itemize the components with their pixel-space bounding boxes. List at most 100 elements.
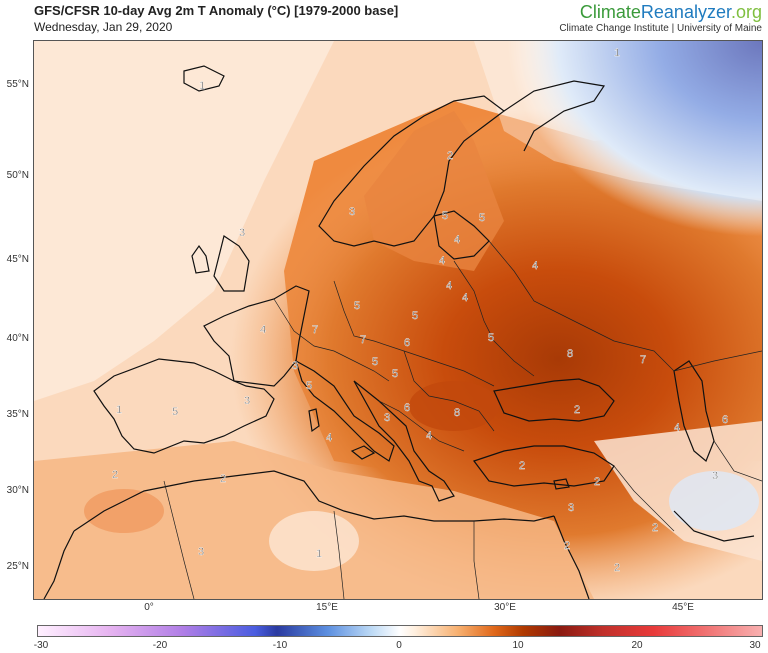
border-north-africa — [163, 480, 195, 599]
coastline-black-sea — [493, 378, 615, 422]
colorbar-tick: 30 — [749, 640, 761, 651]
algeria-warm — [84, 489, 164, 533]
contour-label: 1 — [316, 548, 322, 560]
contour-label: 2 — [614, 562, 620, 574]
lat-label-25: 25°N — [6, 561, 29, 572]
contour-label: 5 — [354, 300, 360, 312]
lon-label-30e: 30°E — [494, 602, 516, 613]
contour-label: 4 — [439, 255, 445, 267]
contour-label: 5 — [306, 380, 312, 392]
contour-label: 2 — [220, 473, 226, 485]
contour-label: 5 — [392, 368, 398, 380]
lon-label-15e: 15°E — [316, 602, 338, 613]
colorbar-tick: -30 — [33, 640, 49, 651]
contour-label: 1 — [614, 47, 620, 59]
brand-logo[interactable]: ClimateReanalyzer.org — [579, 2, 762, 22]
border-southeast — [403, 350, 495, 432]
contour-label: 2 — [564, 540, 570, 552]
border-russia — [488, 240, 675, 372]
coastline-balkans — [353, 380, 455, 502]
border-libya — [333, 510, 345, 599]
coastline-britain — [213, 235, 250, 292]
coastline-anatolia — [473, 445, 615, 487]
contour-label: 2 — [574, 404, 580, 416]
contour-label: 3 — [712, 470, 718, 482]
coastline-west-africa — [43, 530, 75, 599]
colorbar-tick: -20 — [152, 640, 168, 651]
contour-label: 4 — [326, 432, 332, 444]
contour-label: 3 — [292, 360, 298, 372]
coastline-north-africa — [73, 470, 555, 532]
lat-label-55: 55°N — [6, 79, 29, 90]
border-middle-east — [613, 465, 675, 532]
coastline-france — [203, 285, 310, 387]
contour-label: 3 — [244, 395, 250, 407]
contour-label: 6 — [722, 414, 728, 426]
contour-label: 4 — [462, 292, 468, 304]
coastline-scandinavia — [318, 95, 505, 247]
contour-label: 4 — [454, 234, 460, 246]
contour-label: 5 — [172, 406, 178, 418]
coastline-baltic — [433, 210, 490, 260]
border-west — [273, 298, 390, 382]
contour-label: 4 — [260, 324, 266, 336]
lat-label-40: 40°N — [6, 333, 29, 344]
contour-label: 5 — [479, 212, 485, 224]
border-central-asia — [673, 350, 762, 372]
contour-label: 1 — [116, 404, 122, 416]
contour-label: 5 — [442, 210, 448, 222]
libya-pale — [269, 511, 359, 571]
colorbar-tick: 10 — [512, 640, 524, 651]
contour-label: 1 — [199, 80, 205, 92]
contour-label: 3 — [568, 502, 574, 514]
contour-label: 2 — [652, 522, 658, 534]
coastline-sicily — [350, 445, 376, 460]
contour-label: 4 — [674, 422, 680, 434]
contour-label: 3 — [239, 227, 245, 239]
contour-label: 2 — [447, 150, 453, 162]
contour-label: 4 — [426, 430, 432, 442]
border-egypt — [473, 521, 480, 599]
contour-label: 7 — [312, 324, 318, 336]
contour-label: 8 — [454, 407, 460, 419]
contour-label: 4 — [446, 280, 452, 292]
border-east — [453, 260, 535, 377]
coastline-sardinia — [308, 408, 320, 433]
border-iran — [713, 440, 762, 482]
lat-label-35: 35°N — [6, 409, 29, 420]
contour-label: 6 — [404, 337, 410, 349]
contour-label: 4 — [532, 260, 538, 272]
coastline-cyprus — [553, 478, 570, 490]
border-balkan — [378, 400, 465, 452]
colorbar-tick: 0 — [396, 640, 402, 651]
border-central — [333, 280, 495, 387]
contour-label: 5 — [372, 356, 378, 368]
contour-label: 6 — [404, 402, 410, 414]
contour-label: 2 — [519, 460, 525, 472]
coastline-norway-north — [503, 80, 606, 152]
contour-label: 5 — [412, 310, 418, 322]
arabia-blue-patch — [669, 471, 759, 531]
lat-label-30: 30°N — [6, 485, 29, 496]
contour-label: 3 — [198, 546, 204, 558]
contour-label: 7 — [360, 334, 366, 346]
coastline-iceland — [183, 65, 225, 92]
lon-label-0: 0° — [144, 602, 154, 613]
coastline-ireland — [191, 244, 210, 274]
lat-label-50: 50°N — [6, 170, 29, 181]
colorbar-tick: -10 — [272, 640, 288, 651]
brand-subtitle: Climate Change Institute | University of… — [559, 23, 762, 34]
contour-label: 3 — [349, 206, 355, 218]
map-title: GFS/CFSR 10-day Avg 2m T Anomaly (°C) [1… — [34, 3, 399, 18]
contour-label: 7 — [640, 354, 646, 366]
northern-pale — [474, 41, 762, 201]
colorbar-tick: 20 — [631, 640, 643, 651]
anomaly-map[interactable]: 2 5 5 4 4 4 4 4 5 5 7 4 7 6 5 8 7 5 5 3 … — [33, 40, 763, 600]
coastline-red-sea — [553, 515, 590, 599]
lon-label-45e: 45°E — [672, 602, 694, 613]
coastline-iberia — [93, 358, 275, 454]
contour-label: 2 — [112, 469, 118, 481]
map-svg: 2 5 5 4 4 4 4 4 5 5 7 4 7 6 5 8 7 5 5 3 … — [34, 41, 762, 599]
contour-label: 5 — [488, 332, 494, 344]
lat-label-45: 45°N — [6, 254, 29, 265]
